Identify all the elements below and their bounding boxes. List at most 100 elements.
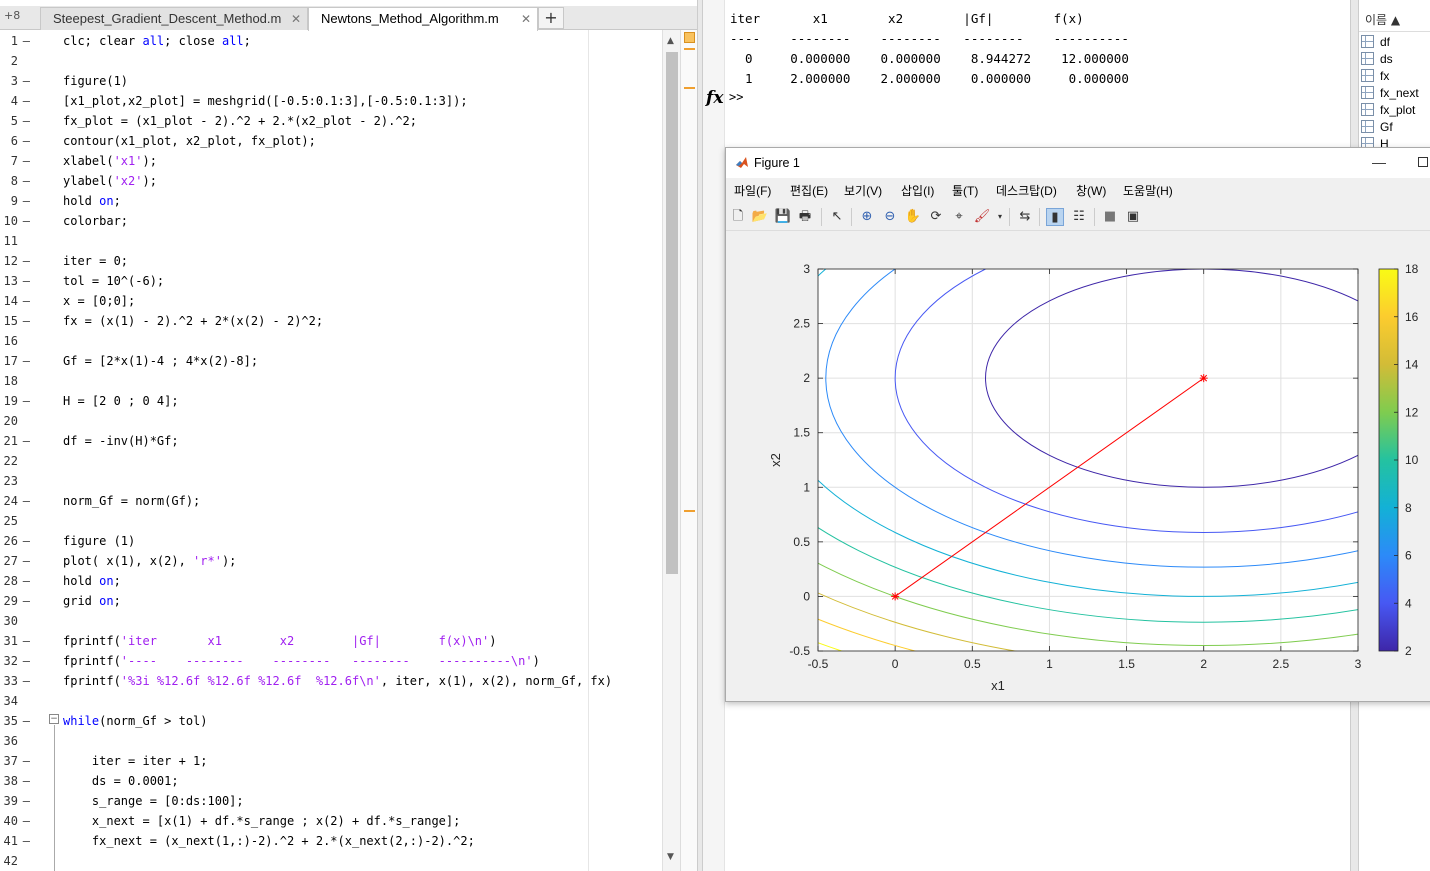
tab-steepest-gradient[interactable]: Steepest_Gradient_Descent_Method.m ✕ (40, 7, 308, 30)
print-icon[interactable]: 🖶 (798, 209, 812, 224)
line-number: 18 (3, 374, 18, 388)
fold-toggle-icon[interactable]: − (49, 714, 59, 724)
menu-help[interactable]: 도움말(H) (1123, 184, 1173, 198)
code-line[interactable]: ds = 0.0001; (63, 774, 179, 788)
code-line[interactable]: colorbar; (63, 214, 129, 228)
hide-plot-tools-icon[interactable]: ■ (1103, 209, 1117, 224)
menu-file[interactable]: 파일(F) (734, 184, 772, 198)
tab-overflow-count[interactable]: +8 (4, 9, 21, 22)
code-area[interactable]: clc; clear all; close all; figure(1) [x1_p… (36, 30, 662, 871)
menu-window[interactable]: 창(W) (1076, 184, 1107, 198)
code-line[interactable]: norm_Gf = norm(Gf); (63, 494, 201, 508)
contour-plot[interactable]: -0.5 0 0.5 1 1.5 2 2.5 3 -0.5 0 0.5 1 1.5 2 2.5 3 x1 x2 2 4… (726, 232, 1430, 702)
data-cursor-icon[interactable]: ⌖ (955, 209, 963, 224)
code-line[interactable]: x = [0;0]; (63, 294, 136, 308)
code-line[interactable]: grid on; (63, 594, 121, 608)
code-line[interactable]: figure (1) (63, 534, 136, 548)
line-number: 40– (3, 814, 30, 828)
colorbar-tick-label: 4 (1405, 596, 1412, 610)
code-line[interactable]: ylabel('x2'); (63, 174, 157, 188)
code-line[interactable]: fx = (x(1) - 2).^2 + 2*(x(2) - 2)^2; (63, 314, 324, 328)
open-file-icon[interactable]: 📂 (751, 209, 769, 224)
code-line[interactable]: while(norm_Gf > tol) (63, 714, 208, 728)
code-line[interactable]: tol = 10^(-6); (63, 274, 165, 288)
output-line: 1 2.000000 2.000000 0.000000 0.000000 (730, 71, 1129, 86)
code-line[interactable]: hold on; (63, 194, 121, 208)
menu-tools[interactable]: 툴(T) (952, 184, 979, 198)
code-line[interactable]: xlabel('x1'); (63, 154, 157, 168)
zoom-out-icon[interactable]: ⊖ (884, 209, 896, 224)
editor-scrollbar[interactable]: ▲ ▼ (662, 30, 680, 871)
colorbar-tick-label: 12 (1405, 405, 1419, 419)
code-line[interactable]: df = -inv(H)*Gf; (63, 434, 179, 448)
warning-indicator-icon[interactable] (684, 32, 695, 43)
workspace-var[interactable]: fx (1359, 68, 1389, 85)
line-number: 8– (10, 174, 30, 188)
code-line[interactable]: [x1_plot,x2_plot] = meshgrid([-0.5:0.1:3… (63, 94, 468, 108)
code-line[interactable]: figure(1) (63, 74, 129, 88)
scrollbar-thumb[interactable] (666, 52, 678, 574)
workspace-var[interactable]: fx_next (1359, 85, 1419, 102)
code-line[interactable]: plot( x(1), x(2), 'r*'); (63, 554, 237, 568)
workspace-var[interactable]: fx_plot (1359, 102, 1415, 119)
code-line[interactable]: x_next = [x(1) + df.*s_range ; x(2) + df… (63, 814, 461, 828)
save-icon[interactable]: 💾 (774, 209, 792, 224)
function-browser-icon[interactable]: fx (706, 88, 724, 108)
warning-mark[interactable] (684, 48, 695, 50)
code-line[interactable]: Gf = [2*x(1)-4 ; 4*x(2)-8]; (63, 354, 259, 368)
code-analyzer-strip (680, 30, 697, 871)
new-figure-icon[interactable]: 🗋 (732, 209, 744, 224)
edit-plot-icon[interactable]: ↖ (831, 209, 843, 224)
workspace-var[interactable]: Gf (1359, 119, 1393, 136)
line-number: 15– (3, 314, 30, 328)
link-plot-icon[interactable]: ⇆ (1019, 209, 1031, 224)
menu-desktop[interactable]: 데스크탑(D) (996, 184, 1057, 198)
iteration-marker (891, 592, 900, 601)
tab-newtons-method[interactable]: Newtons_Method_Algorithm.m ✕ (308, 7, 538, 31)
code-line[interactable]: clc; clear all; close all; (63, 34, 251, 48)
code-line[interactable]: iter = 0; (63, 254, 129, 268)
rotate-3d-icon[interactable]: ⟳ (930, 209, 942, 224)
colorbar-icon[interactable]: ▮ (1046, 208, 1064, 226)
line-number: 3– (10, 74, 30, 88)
show-plot-tools-icon[interactable]: ▣ (1126, 209, 1140, 224)
zoom-in-icon[interactable]: ⊕ (861, 209, 873, 224)
workspace-name-header[interactable]: 이름 ▲ (1359, 8, 1430, 32)
maximize-icon[interactable] (1418, 157, 1428, 167)
code-line[interactable]: hold on; (63, 574, 121, 588)
warning-mark[interactable] (684, 87, 695, 89)
code-line[interactable]: contour(x1_plot, x2_plot, fx_plot); (63, 134, 316, 148)
code-line[interactable]: s_range = [0:ds:100]; (63, 794, 244, 808)
line-number: 34 (3, 694, 18, 708)
pan-icon[interactable]: ✋ (904, 209, 922, 224)
matrix-icon (1361, 103, 1374, 116)
scroll-up-icon[interactable]: ▲ (667, 36, 674, 46)
warning-mark[interactable] (684, 510, 695, 512)
close-icon[interactable]: ✕ (290, 12, 301, 26)
code-line[interactable]: H = [2 0 ; 0 4]; (63, 394, 179, 408)
code-line[interactable]: fx_next = (x_next(1,:)-2).^2 + 2.*(x_nex… (63, 834, 475, 848)
figure-title-bar[interactable]: Figure 1 — (726, 148, 1430, 178)
menu-insert[interactable]: 삽입(I) (901, 184, 935, 198)
workspace-var[interactable]: df (1359, 34, 1390, 51)
scroll-down-icon[interactable]: ▼ (667, 852, 674, 862)
menu-view[interactable]: 보기(V) (844, 184, 883, 198)
code-line[interactable]: iter = iter + 1; (63, 754, 208, 768)
minimize-icon[interactable]: — (1372, 154, 1386, 170)
legend-icon[interactable]: ☷ (1073, 209, 1085, 224)
panel-splitter[interactable] (697, 0, 703, 871)
code-line[interactable]: fprintf('iter x1 x2 |Gf| f(x)\n') (63, 634, 497, 648)
workspace-var[interactable]: H (1359, 136, 1389, 153)
code-line[interactable]: fprintf('%3i %12.6f %12.6f %12.6f %12.6f… (63, 674, 613, 688)
x-tick-label: 1 (1046, 657, 1053, 671)
iteration-path (894, 377, 1205, 597)
close-icon[interactable]: ✕ (520, 12, 531, 26)
menu-edit[interactable]: 편집(E) (790, 184, 829, 198)
chevron-down-icon[interactable]: ▾ (997, 212, 1002, 221)
code-line[interactable]: fx_plot = (x1_plot - 2).^2 + 2.*(x2_plot… (63, 114, 418, 128)
code-line[interactable]: fprintf('---- -------- -------- --------… (63, 654, 540, 668)
workspace-var[interactable]: ds (1359, 51, 1393, 68)
command-prompt[interactable]: >> (729, 90, 744, 104)
add-tab-button[interactable]: + (538, 7, 564, 29)
brush-icon[interactable]: 🖌 (973, 209, 991, 224)
